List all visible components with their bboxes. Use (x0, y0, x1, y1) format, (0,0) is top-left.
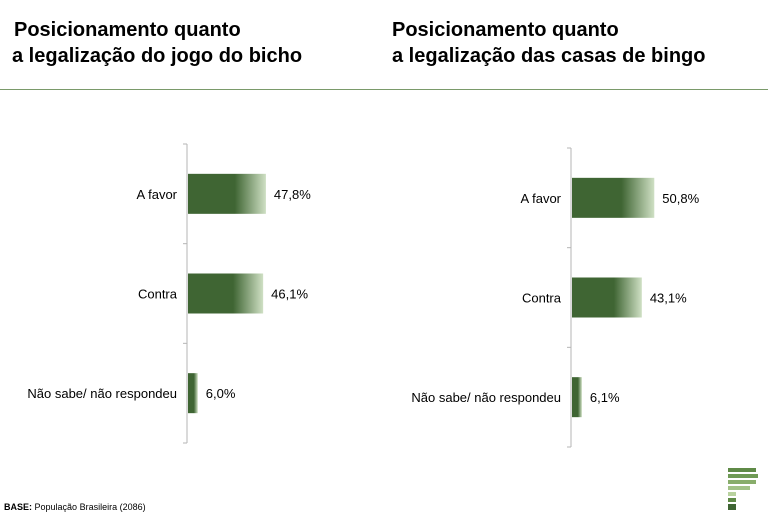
chart-title-right-line2: a legalização das casas de bingo (392, 45, 706, 67)
bar (572, 177, 655, 218)
base-text: População Brasileira (2086) (34, 502, 146, 512)
category-label: Não sabe/ não respondeu (27, 386, 177, 401)
bar (572, 277, 642, 318)
bar (572, 377, 582, 418)
bar (188, 373, 198, 414)
base-note: BASE: População Brasileira (2086) (4, 502, 146, 512)
category-label: A favor (521, 191, 562, 206)
data-label: 47,8% (274, 187, 311, 202)
data-label: 50,8% (662, 191, 699, 206)
chart-title-left-line2: a legalização do jogo do bicho (12, 45, 303, 67)
category-label: Contra (138, 287, 178, 302)
base-label: BASE: (4, 502, 33, 512)
chart-title-left-line1: Posicionamento quanto (14, 19, 241, 41)
chart-title-right-line1: Posicionamento quanto (392, 19, 619, 41)
data-label: 6,0% (206, 386, 236, 401)
chart-title-left: Posicionamento quanto a legalização do j… (12, 17, 302, 69)
header-divider (0, 89, 768, 90)
category-label: Não sabe/ não respondeu (411, 390, 561, 405)
data-label: 46,1% (271, 287, 308, 302)
chart-title-right: Posicionamento quanto a legalização das … (392, 17, 705, 69)
category-label: A favor (137, 187, 178, 202)
category-label: Contra (522, 291, 562, 306)
data-label: 43,1% (650, 291, 687, 306)
data-label: 6,1% (590, 390, 620, 405)
bar (188, 273, 264, 314)
bar (188, 173, 266, 214)
brand-logo-icon (728, 468, 758, 510)
